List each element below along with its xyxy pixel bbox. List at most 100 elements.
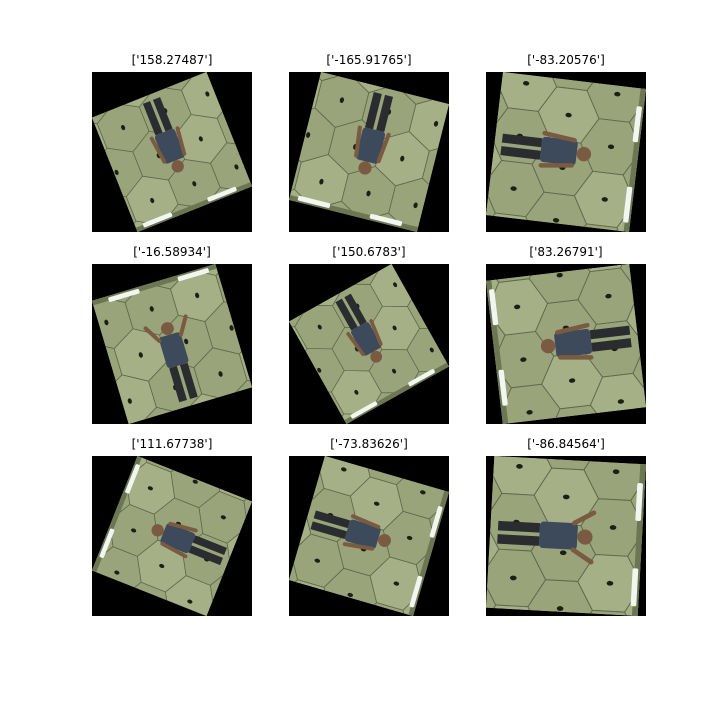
person-figure <box>540 322 632 360</box>
marker-dot <box>195 292 200 299</box>
marker-dot <box>366 190 371 197</box>
person-arm <box>354 125 362 158</box>
marker-dot <box>205 91 210 97</box>
marker-dot <box>601 197 608 202</box>
marker-dot <box>516 464 523 469</box>
rotated-photo <box>486 72 646 232</box>
person-leg <box>310 521 347 540</box>
person-figure <box>354 92 394 175</box>
person-arm <box>555 322 590 335</box>
marker-dot <box>609 525 617 530</box>
marker-dot <box>520 357 527 362</box>
ceiling-light <box>350 401 378 419</box>
marker-dot <box>218 371 223 377</box>
marker-dot <box>556 606 564 611</box>
person-arm <box>538 163 574 168</box>
person-head <box>370 350 383 363</box>
marker-dot <box>612 469 620 475</box>
marker-dot <box>617 399 625 404</box>
person-arm <box>570 547 594 565</box>
person-arm <box>369 319 383 346</box>
rotated-photo <box>92 264 252 424</box>
marker-dot <box>607 144 615 150</box>
person-head <box>151 524 164 537</box>
rotated-photo <box>486 264 646 424</box>
rotated-scene <box>486 264 646 424</box>
person-leg <box>313 510 350 529</box>
ceiling-light <box>623 186 633 223</box>
photo-canvas <box>289 72 449 232</box>
panel-title: ['-73.83626'] <box>330 437 408 451</box>
person-arm <box>350 514 381 529</box>
hex-tile <box>567 223 630 232</box>
person-arm <box>175 126 187 156</box>
ceiling-light <box>99 528 115 558</box>
person-torso <box>539 136 578 166</box>
photo-canvas <box>289 264 449 424</box>
marker-dot <box>393 282 398 288</box>
marker-dot <box>192 181 197 187</box>
marker-dot <box>317 324 322 330</box>
photo-canvas <box>92 456 252 616</box>
person-torso <box>356 127 386 164</box>
panel-title: ['158.27487'] <box>131 53 213 67</box>
rotated-photo <box>92 72 252 232</box>
hex-tile <box>574 609 640 616</box>
marker-dot <box>138 352 143 358</box>
person-torso <box>554 328 593 358</box>
hex-tile <box>238 333 252 388</box>
marker-dot <box>234 164 239 170</box>
person-leg <box>188 545 223 566</box>
person-figure <box>335 293 383 363</box>
marker-dot <box>514 304 521 310</box>
person-figure <box>310 510 391 551</box>
photo-canvas <box>486 72 646 232</box>
marker-dot <box>340 467 347 472</box>
person-leg <box>591 338 632 352</box>
ceiling-light <box>630 568 639 607</box>
marker-dot <box>392 368 397 374</box>
photo-canvas <box>289 456 449 616</box>
ceiling-light <box>489 289 499 326</box>
hex-tile <box>571 264 634 273</box>
person-head <box>160 322 174 336</box>
marker-dot <box>347 592 353 598</box>
rotated-photo <box>92 456 252 616</box>
marker-dot <box>114 169 119 176</box>
marker-dot <box>552 218 560 223</box>
marker-dot <box>510 186 517 191</box>
marker-dot <box>147 486 153 491</box>
person-arm <box>571 510 597 526</box>
marker-dot <box>562 494 570 500</box>
ceiling-light <box>108 288 140 302</box>
marker-dot <box>149 306 154 312</box>
person-leg <box>142 101 163 136</box>
rotated-scene <box>486 456 646 616</box>
photo-canvas <box>486 456 646 616</box>
person-leg <box>500 146 541 160</box>
panel-title: ['-83.20576'] <box>527 53 605 67</box>
marker-dot <box>317 367 322 373</box>
marker-dot <box>220 515 226 520</box>
marker-dot <box>406 535 413 541</box>
marker-dot <box>314 558 321 563</box>
panel-title: ['111.67738'] <box>131 437 213 451</box>
person-head <box>378 534 391 547</box>
panel-title: ['-165.91765'] <box>326 53 412 67</box>
panel-title: ['83.26791'] <box>529 245 603 259</box>
person-leg <box>192 535 227 556</box>
ceiling-light <box>177 268 210 282</box>
marker-dot <box>184 338 189 345</box>
person-leg <box>497 520 541 533</box>
marker-dot <box>393 581 400 586</box>
marker-dot <box>420 490 426 495</box>
marker-dot <box>605 293 612 299</box>
marker-dot <box>556 272 563 278</box>
marker-dot <box>159 563 165 569</box>
person-leg <box>501 133 543 148</box>
person-head <box>358 161 372 175</box>
person-arm <box>149 136 167 164</box>
marker-dot <box>559 550 567 556</box>
marker-dot <box>413 202 418 209</box>
person-leg <box>335 298 358 331</box>
